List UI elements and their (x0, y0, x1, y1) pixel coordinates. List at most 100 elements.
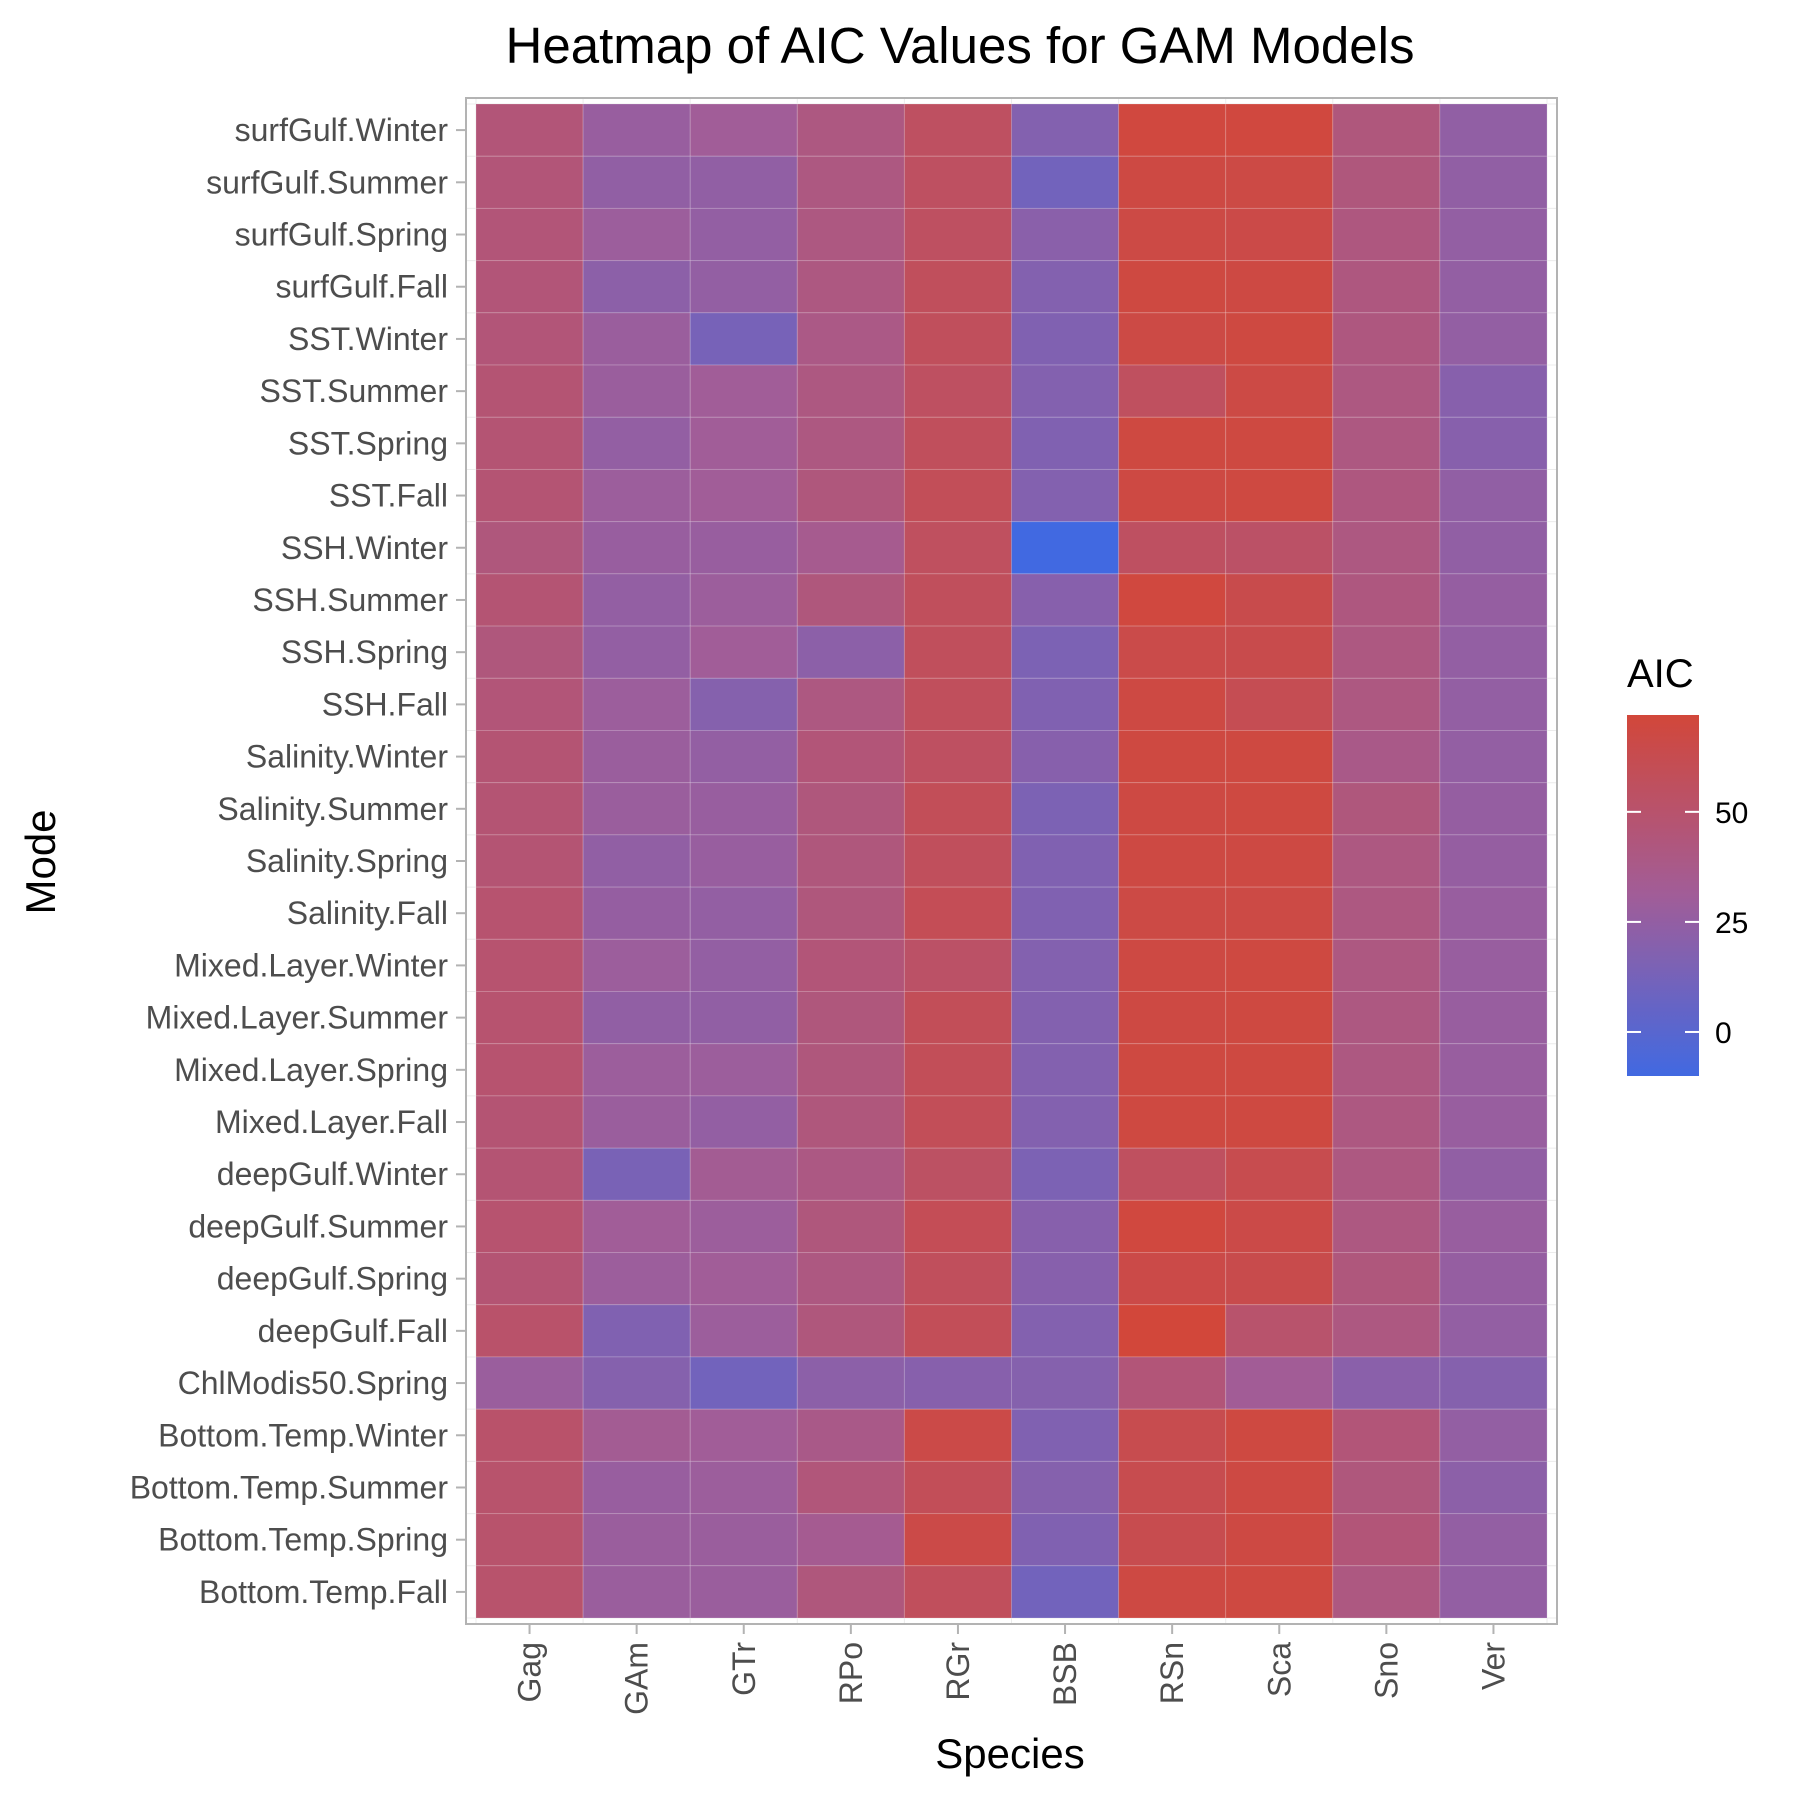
heatmap-cell (475, 1460, 584, 1515)
heatmap-cell (1439, 1356, 1548, 1410)
y-tick-label: SST.Fall (329, 478, 448, 514)
heatmap-cell (582, 886, 691, 940)
heatmap-cell (689, 207, 798, 262)
heatmap-cell (475, 573, 584, 627)
heatmap-cell (1011, 521, 1120, 575)
heatmap-cell (1332, 416, 1441, 470)
heatmap-cell (1118, 991, 1227, 1045)
heatmap-cell (903, 1565, 1013, 1619)
heatmap-cell (1439, 1304, 1548, 1358)
heatmap-cell (1332, 1513, 1441, 1567)
heatmap-cell (1011, 1095, 1120, 1149)
heatmap-cell (796, 938, 905, 993)
heatmap-cell (1225, 207, 1334, 262)
heatmap-cell (475, 155, 584, 209)
heatmap-cell (1118, 155, 1227, 209)
heatmap-cell (1332, 1304, 1441, 1358)
heatmap-cell (1011, 1356, 1120, 1410)
heatmap-cell (1225, 312, 1334, 366)
heatmap-cell (1118, 1095, 1227, 1149)
heatmap-cell (1118, 1460, 1227, 1515)
heatmap-cell (1225, 834, 1334, 888)
y-tick-label: Bottom.Temp.Spring (158, 1522, 448, 1558)
y-tick-label: Mixed.Layer.Winter (174, 947, 448, 983)
heatmap-cell (689, 521, 798, 575)
heatmap-cell (1332, 625, 1441, 679)
heatmap-cell (1225, 468, 1334, 523)
heatmap-cell (689, 782, 798, 836)
heatmap-cell (582, 729, 691, 784)
heatmap-cell (582, 468, 691, 523)
heatmap-cell (796, 103, 905, 157)
heatmap-cell (689, 155, 798, 209)
heatmap-cell (475, 260, 584, 314)
y-tick-label: surfGulf.Summer (206, 164, 448, 200)
heatmap-cell (1332, 677, 1441, 731)
heatmap-cell (1225, 1095, 1334, 1149)
heatmap-cell (1118, 729, 1227, 784)
y-tick-label: Salinity.Spring (246, 843, 448, 879)
heatmap-cell (1118, 1356, 1227, 1410)
heatmap-cell (1118, 1513, 1227, 1567)
heatmap-cell (475, 991, 584, 1045)
heatmap-cell (1332, 1408, 1441, 1462)
heatmap-cell (1225, 1356, 1334, 1410)
heatmap-cell (903, 155, 1013, 209)
heatmap-cell (796, 625, 905, 679)
heatmap-cell (1225, 1460, 1334, 1515)
heatmap-cell (582, 1199, 691, 1254)
heatmap-cell (1225, 677, 1334, 731)
heatmap-cell (1118, 782, 1227, 836)
x-tick-label: BSB (1047, 1642, 1083, 1706)
heatmap-cell (582, 991, 691, 1045)
heatmap-cell (582, 103, 691, 157)
heatmap-cell (475, 1408, 584, 1462)
heatmap-cell (1118, 1043, 1227, 1097)
heatmap-cell (796, 886, 905, 940)
heatmap-cell (1118, 207, 1227, 262)
heatmap-cell (582, 782, 691, 836)
y-tick-label: surfGulf.Winter (235, 112, 449, 148)
heatmap-cell (903, 521, 1013, 575)
x-axis-title: Species (935, 1730, 1084, 1777)
y-tick-label: Bottom.Temp.Summer (130, 1469, 449, 1505)
heatmap-cell (1225, 625, 1334, 679)
heatmap-cell (1118, 886, 1227, 940)
heatmap-cell (582, 1513, 691, 1567)
heatmap-cell (689, 468, 798, 523)
heatmap-cell (689, 625, 798, 679)
heatmap-cell (1118, 1252, 1227, 1306)
heatmap-cell (903, 834, 1013, 888)
heatmap-cell (1439, 1513, 1548, 1567)
x-tick-label: RGr (940, 1642, 976, 1701)
heatmap-cell (1118, 312, 1227, 366)
heatmap-cell (475, 468, 584, 523)
heatmap-cell (1332, 886, 1441, 940)
heatmap-cell (582, 207, 691, 262)
heatmap-cell (1118, 364, 1227, 418)
heatmap-cell (796, 729, 905, 784)
y-tick-label: surfGulf.Spring (235, 217, 448, 253)
heatmap-cell (582, 312, 691, 366)
y-tick-label: deepGulf.Summer (188, 1208, 448, 1244)
heatmap-cell (1439, 1565, 1548, 1619)
heatmap-cell (475, 1356, 584, 1410)
heatmap-cell (1332, 312, 1441, 366)
heatmap-cell (903, 364, 1013, 418)
legend-title: AIC (1627, 652, 1694, 696)
heatmap-cell (1011, 1460, 1120, 1515)
y-tick-label: deepGulf.Winter (217, 1156, 449, 1192)
heatmap-cell (1011, 729, 1120, 784)
heatmap-cell (903, 1095, 1013, 1149)
heatmap-cell (475, 1199, 584, 1254)
heatmap-cell (1011, 625, 1120, 679)
heatmap-cell (903, 1199, 1013, 1254)
heatmap-cell (1332, 991, 1441, 1045)
heatmap-cell (1011, 468, 1120, 523)
heatmap-cell (689, 729, 798, 784)
heatmap-cell (582, 573, 691, 627)
heatmap-cell (1439, 1460, 1548, 1515)
heatmap-cell (1118, 677, 1227, 731)
heatmap-cell (689, 416, 798, 470)
heatmap-cell (689, 1565, 798, 1619)
